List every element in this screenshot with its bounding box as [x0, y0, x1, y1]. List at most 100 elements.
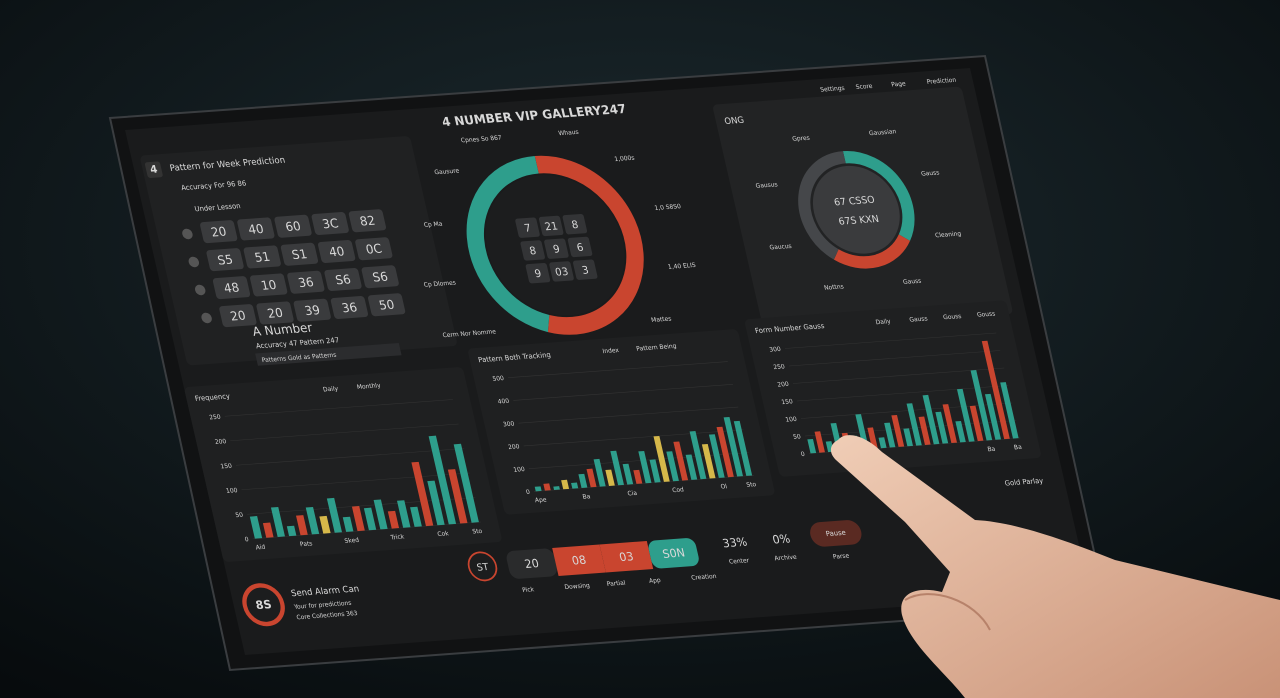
bar: [689, 431, 707, 480]
legend-item: Daily: [875, 318, 892, 326]
bar: [605, 469, 615, 486]
donut-label: Gaussian: [868, 128, 897, 137]
number-cell: [368, 293, 406, 317]
bar: [305, 506, 320, 535]
bar: [622, 463, 634, 485]
bar: [296, 515, 308, 536]
number: 20: [229, 308, 247, 323]
grid-title: Under Lesson: [194, 202, 242, 213]
number: 0C: [364, 242, 383, 257]
button-text: Pause: [825, 529, 847, 538]
grid-line: [235, 448, 465, 466]
grid-line: [224, 399, 454, 417]
hand: [830, 435, 1280, 698]
bar: [867, 427, 878, 449]
donut-label: Gauss: [920, 169, 940, 177]
badge: 8S: [254, 597, 273, 612]
grid-line: [534, 475, 754, 492]
donut-segment: [842, 151, 915, 241]
number-cell: [525, 262, 551, 284]
menu-item: Score: [855, 83, 873, 91]
y-tick-label: 100: [513, 466, 526, 474]
x-tick-label: Sked: [344, 537, 360, 545]
number: 20: [266, 306, 284, 321]
bar: [593, 458, 606, 487]
bar: [649, 459, 661, 483]
number-cell: [544, 238, 569, 259]
bar: [373, 499, 388, 530]
number-cell: [567, 236, 593, 258]
bar: [906, 403, 922, 446]
number: 9: [552, 243, 561, 256]
bar: [270, 507, 285, 537]
number-cell: [274, 214, 312, 238]
bar: [578, 473, 588, 488]
number-cell: [293, 298, 331, 322]
bar: [638, 450, 652, 484]
number-title: A Number: [251, 320, 314, 338]
grid-line: [792, 367, 1005, 384]
grid-line: [518, 406, 739, 424]
x-tick-label: Cod: [672, 486, 685, 494]
number: S6: [334, 272, 352, 287]
panel: [184, 367, 502, 562]
button[interactable]: [808, 519, 864, 547]
bar: [984, 393, 1002, 440]
pill-label: Dowsing: [564, 582, 591, 591]
badge: [144, 161, 163, 178]
donut-label: Mattes: [651, 315, 673, 323]
number-cell: [280, 242, 319, 266]
bar: [814, 431, 825, 453]
number: 20: [210, 224, 228, 239]
badge-ring: [242, 583, 285, 627]
number: 40: [328, 244, 346, 259]
y-tick-label: 200: [508, 443, 521, 451]
bar: [891, 414, 905, 447]
bar: [981, 340, 1010, 440]
x-tick-label: Sto: [746, 481, 758, 489]
number-cell: [515, 217, 540, 238]
bar: [878, 437, 887, 449]
donut-label: Cp Dlomes: [423, 279, 457, 288]
x-tick-label: Ol: [720, 483, 728, 491]
bar: [701, 444, 716, 479]
number: 21: [544, 220, 560, 233]
stat-value: 0%: [771, 531, 792, 546]
number: 8: [570, 219, 579, 232]
bar: [884, 422, 896, 448]
donut-title: ONG: [723, 116, 745, 127]
number-cell: [549, 261, 574, 282]
x-tick-label: Ba: [582, 493, 592, 501]
number-cell: [287, 270, 325, 294]
donut-label: Whaus: [558, 129, 580, 137]
number-cell: [562, 213, 588, 235]
number: 82: [358, 214, 376, 229]
donut-label: Gausus: [755, 181, 778, 190]
bar: [427, 480, 445, 526]
donut-label: 1,40 ELIS: [667, 262, 696, 271]
y-tick-label: 500: [492, 375, 505, 383]
grid-line: [784, 332, 997, 349]
grid-line: [796, 385, 1009, 402]
bar: [1000, 382, 1019, 439]
x-tick-label: Cok: [437, 530, 450, 538]
number: 6: [576, 242, 585, 255]
bar: [673, 441, 689, 481]
pill-segment: [506, 548, 557, 579]
number: 3C: [321, 216, 340, 231]
pill-label: Pick: [522, 586, 536, 594]
x-tick-label: Ba: [987, 446, 997, 454]
number-cell: [348, 209, 387, 233]
bar: [666, 451, 679, 482]
grid-line: [528, 452, 749, 469]
badge-text: 4: [149, 163, 159, 176]
number: S5: [216, 252, 234, 267]
circle-text: ST: [476, 562, 490, 574]
bar: [342, 516, 354, 532]
bar: [716, 426, 734, 478]
number: 60: [284, 219, 302, 234]
number-cell: [237, 217, 275, 241]
grid-line: [241, 472, 470, 491]
